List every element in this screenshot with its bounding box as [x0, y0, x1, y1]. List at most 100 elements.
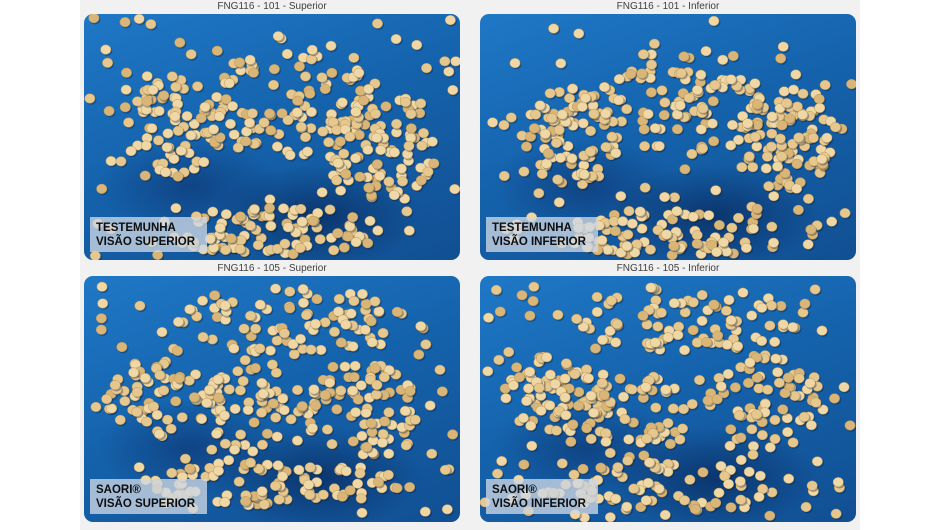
- soybean-seed-icon: [294, 61, 305, 72]
- soybean-seed-icon: [133, 462, 145, 473]
- soybean-seed-icon: [170, 203, 182, 214]
- soybean-seed-icon: [695, 124, 707, 135]
- soybean-seed-icon: [247, 446, 259, 457]
- soybean-seed-icon: [634, 206, 646, 217]
- soybean-seed-icon: [709, 79, 721, 91]
- soybean-seed-icon: [422, 166, 434, 177]
- soybean-seed-icon: [256, 486, 268, 497]
- soybean-seed-icon: [278, 405, 290, 416]
- soybean-seed-icon: [153, 135, 164, 146]
- soybean-seed-icon: [326, 67, 338, 78]
- soybean-seed-icon: [528, 281, 540, 292]
- soybean-seed-icon: [733, 410, 745, 421]
- soybean-seed-icon: [844, 420, 856, 431]
- soybean-seed-icon: [328, 245, 340, 256]
- soybean-seed-icon: [352, 394, 364, 405]
- soybean-seed-icon: [374, 170, 386, 181]
- soybean-seed-icon: [743, 466, 755, 477]
- soybean-seed-icon: [327, 361, 339, 372]
- soybean-seed-icon: [332, 158, 344, 169]
- soybean-seed-icon: [403, 225, 415, 236]
- soybean-seed-icon: [819, 79, 831, 91]
- soybean-seed-icon: [153, 428, 165, 440]
- soybean-seed-icon: [656, 85, 668, 96]
- soybean-seed-icon: [197, 295, 209, 306]
- soybean-seed-icon: [517, 412, 529, 424]
- soybean-seed-icon: [395, 163, 407, 174]
- soybean-seed-icon: [713, 487, 725, 498]
- panel-title: FNG116 - 105 - Inferior: [480, 262, 856, 276]
- soybean-seed-icon: [287, 339, 299, 350]
- soybean-seed-icon: [270, 283, 282, 294]
- soybean-seed-icon: [526, 440, 538, 451]
- soybean-seed-icon: [120, 84, 132, 95]
- soybean-seed-icon: [623, 434, 635, 445]
- soybean-seed-icon: [568, 469, 580, 480]
- soybean-seed-icon: [298, 297, 309, 308]
- soybean-seed-icon: [363, 182, 375, 193]
- soybean-seed-icon: [649, 337, 661, 348]
- soybean-seed-icon: [261, 428, 273, 439]
- soybean-seed-icon: [355, 380, 367, 391]
- soybean-seed-icon: [358, 95, 370, 106]
- soybean-seed-icon: [319, 389, 331, 401]
- soybean-seed-icon: [245, 310, 256, 321]
- soybean-seed-icon: [369, 296, 381, 307]
- soybean-seed-icon: [278, 203, 289, 214]
- soybean-seed-icon: [640, 382, 652, 393]
- soybean-seed-icon: [759, 398, 771, 409]
- soybean-seed-icon: [185, 49, 197, 60]
- soybean-seed-icon: [132, 96, 143, 107]
- soybean-seed-icon: [629, 247, 641, 258]
- soybean-seed-icon: [604, 447, 616, 459]
- soybean-seed-icon: [316, 72, 328, 83]
- soybean-seed-icon: [509, 58, 521, 69]
- soybean-seed-icon: [88, 14, 100, 24]
- soybean-seed-icon: [671, 109, 683, 120]
- soybean-seed-icon: [804, 378, 816, 389]
- soybean-seed-icon: [96, 281, 108, 292]
- soybean-seed-icon: [701, 337, 712, 348]
- soybean-seed-icon: [621, 104, 633, 115]
- soybean-seed-icon: [675, 68, 687, 79]
- soybean-seed-icon: [316, 187, 328, 198]
- soybean-seed-icon: [239, 355, 251, 366]
- seed-scatter: [90, 281, 460, 520]
- soybean-seed-icon: [145, 19, 157, 30]
- soybean-seed-icon: [641, 319, 653, 330]
- soybean-seed-icon: [434, 364, 446, 375]
- soybean-seed-icon: [383, 448, 395, 459]
- soybean-seed-icon: [816, 154, 828, 165]
- soybean-seed-icon: [625, 68, 637, 80]
- soybean-seed-icon: [151, 409, 163, 420]
- soybean-seed-icon: [655, 307, 667, 318]
- soybean-seed-icon: [784, 113, 796, 124]
- soybean-seed-icon: [638, 450, 650, 461]
- soybean-seed-icon: [781, 98, 793, 109]
- soybean-seed-icon: [637, 49, 649, 60]
- soybean-seed-icon: [121, 67, 132, 78]
- soybean-seed-icon: [347, 385, 359, 396]
- soybean-seed-icon: [494, 306, 506, 317]
- soybean-seed-icon: [383, 407, 395, 418]
- soybean-seed-icon: [292, 384, 303, 396]
- soybean-seed-icon: [354, 171, 366, 182]
- soybean-seed-icon: [336, 491, 348, 502]
- panel-saori-bottom: FNG116 - 105 - Inferior SAORI® VISÃO INF…: [480, 262, 856, 522]
- soybean-seed-icon: [541, 158, 552, 169]
- soybean-seed-icon: [756, 302, 768, 313]
- soybean-seed-icon: [302, 146, 313, 157]
- soybean-seed-icon: [606, 131, 618, 142]
- soybean-seed-icon: [211, 45, 223, 56]
- soybean-seed-icon: [206, 444, 218, 455]
- soybean-seed-icon: [764, 442, 776, 453]
- soybean-seed-icon: [653, 141, 665, 152]
- soybean-seed-icon: [356, 507, 368, 518]
- soybean-seed-icon: [829, 393, 840, 404]
- soybean-seed-icon: [199, 101, 211, 113]
- soybean-seed-icon: [141, 416, 153, 427]
- soybean-seed-icon: [304, 489, 316, 500]
- soybean-seed-icon: [749, 78, 761, 89]
- soybean-seed-icon: [810, 397, 822, 408]
- soybean-seed-icon: [518, 459, 530, 470]
